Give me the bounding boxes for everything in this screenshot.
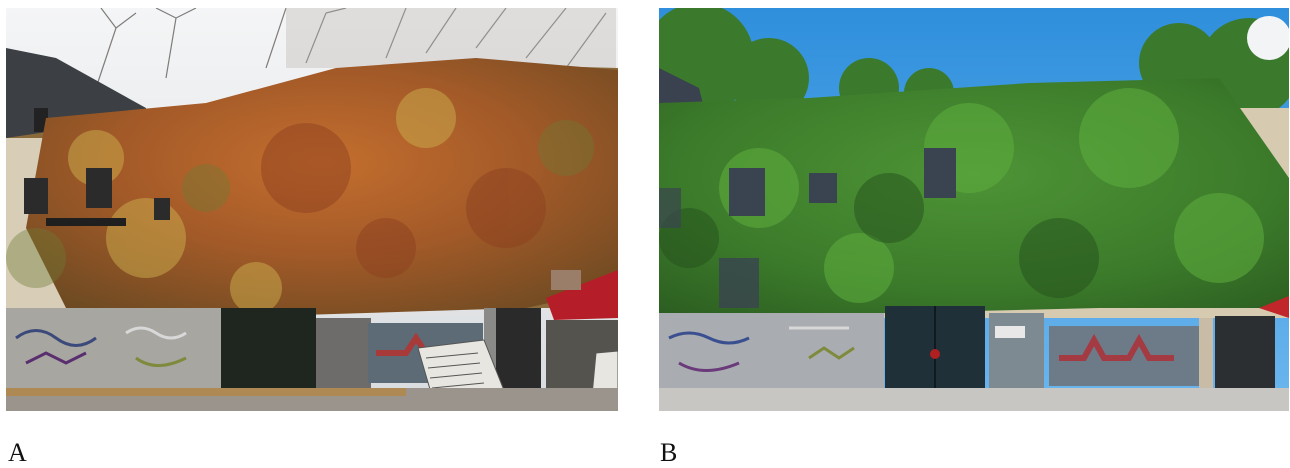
panel-label-b: B [660, 438, 678, 467]
panel-label-a: A [8, 438, 27, 467]
photo-panel-b [659, 8, 1289, 411]
photo-panel-a [6, 8, 618, 411]
summer-building-photo [659, 8, 1289, 411]
autumn-building-photo [6, 8, 618, 411]
